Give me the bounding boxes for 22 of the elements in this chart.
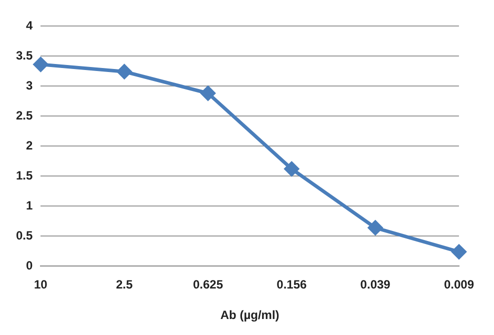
point	[284, 162, 299, 176]
x-tick-label: 0.009	[444, 278, 474, 292]
x-tick-label: 0.156	[276, 278, 308, 292]
y-tick-label: 3	[26, 78, 33, 92]
point	[452, 244, 466, 260]
y-tick-label: 2	[26, 138, 33, 152]
point	[200, 86, 216, 101]
y-tick-label: 3.5	[16, 48, 33, 62]
y-tick-label: 4	[26, 18, 33, 32]
x-tick-label: 10	[34, 278, 48, 292]
x-tick-label: 0.039	[360, 278, 391, 292]
point	[33, 57, 48, 72]
y-tick-label: 1	[26, 198, 33, 212]
y-tick-label: 2.5	[16, 108, 33, 122]
x-tick-label: 2.5	[116, 278, 134, 292]
x-tick-label: 0.625	[192, 278, 224, 292]
point	[368, 220, 383, 236]
point	[117, 64, 132, 79]
y-tick-label: 0.5	[16, 228, 33, 242]
y-tick-label: 0	[26, 258, 33, 273]
y-tick-label: 1.5	[16, 168, 33, 182]
x-axis-title: Ab (µg/ml)	[220, 308, 280, 322]
